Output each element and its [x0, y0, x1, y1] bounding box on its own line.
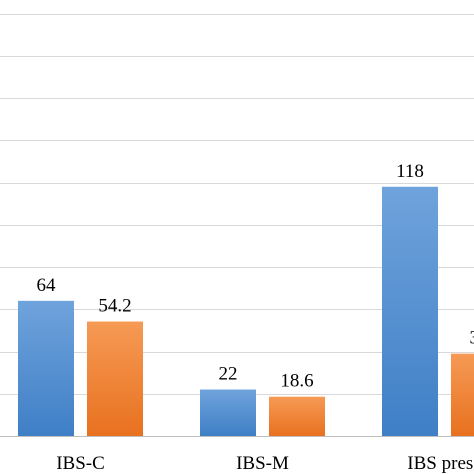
data-label-series-2-3: 39: [470, 328, 474, 349]
data-label-series-1-3: 118: [396, 161, 424, 182]
bar-series-1-2: [200, 389, 256, 436]
bar-series-2-1: [87, 321, 143, 436]
bar-series-2-3: [451, 353, 474, 436]
bars: [18, 186, 474, 436]
x-tick-label: IBS-M: [236, 453, 289, 474]
data-label-series-2-1: 54.2: [98, 296, 131, 317]
bar-series-1-3: [382, 186, 438, 436]
x-tick-label: IBS prese: [407, 453, 474, 474]
bar-series-2-2: [269, 396, 325, 436]
data-label-series-1-2: 22: [219, 364, 238, 385]
x-tick-label: IBS-C: [56, 453, 105, 474]
gridlines: [0, 14, 474, 437]
data-labels: 64 54.2 22 18.6 118 39: [37, 161, 474, 392]
x-tick-labels: IBS-C IBS-M IBS prese: [56, 453, 474, 474]
data-label-series-1-1: 64: [37, 275, 57, 296]
data-label-series-2-2: 18.6: [280, 371, 313, 392]
bar-series-1-1: [18, 300, 74, 436]
